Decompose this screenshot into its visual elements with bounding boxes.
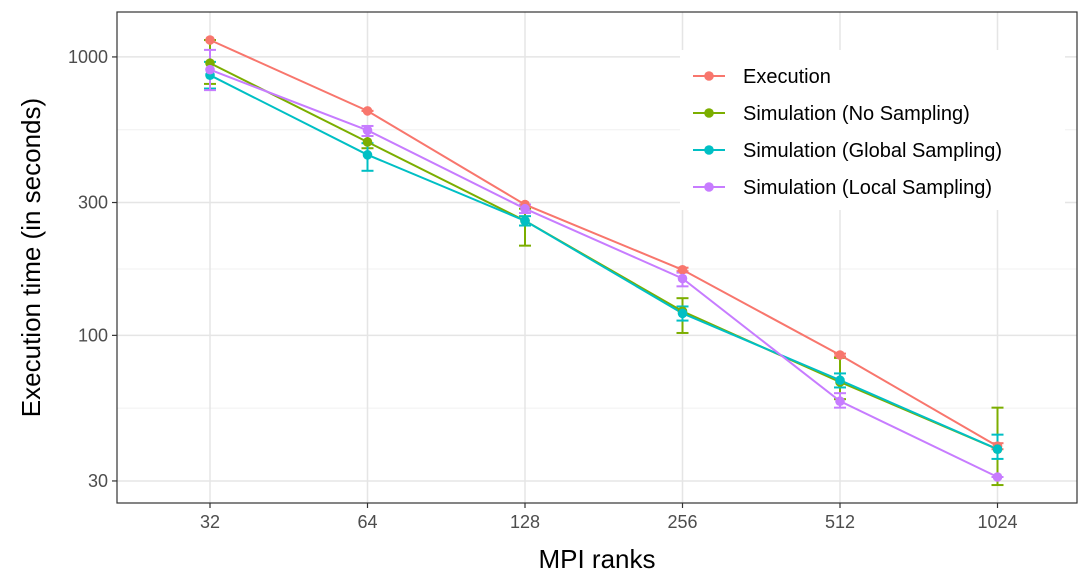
legend-item: Simulation (Global Sampling) bbox=[693, 140, 1002, 162]
data-point bbox=[362, 137, 373, 147]
legend-item: Simulation (Local Sampling) bbox=[693, 177, 992, 199]
x-tick-label: 256 bbox=[667, 512, 697, 532]
legend-label: Simulation (Local Sampling) bbox=[743, 177, 992, 199]
axes: 30 100 300 1000 32 64 128 256 512 1024 bbox=[68, 47, 1018, 532]
x-tick-label: 512 bbox=[825, 512, 855, 532]
error-bar bbox=[519, 207, 531, 247]
data-point bbox=[520, 203, 530, 214]
legend-key-point bbox=[704, 182, 714, 192]
x-tick-label: 64 bbox=[357, 512, 377, 532]
y-tick-label: 30 bbox=[88, 471, 108, 491]
series-lines bbox=[209, 39, 999, 478]
data-point bbox=[992, 444, 1003, 455]
y-tick-label: 100 bbox=[78, 325, 108, 345]
data-point bbox=[677, 264, 688, 275]
y-tick-label: 300 bbox=[78, 193, 108, 213]
data-point bbox=[362, 106, 373, 116]
y-axis-title: Execution time (in seconds) bbox=[16, 98, 46, 417]
x-axis-title: MPI ranks bbox=[538, 544, 655, 573]
x-tick-label: 1024 bbox=[977, 512, 1017, 532]
x-tick-label: 128 bbox=[510, 512, 540, 532]
plot-panel-border bbox=[116, 11, 1078, 504]
legend: Execution Simulation (No Sampling) Simulat… bbox=[680, 50, 1065, 210]
data-point bbox=[205, 64, 215, 75]
data-point bbox=[520, 215, 530, 226]
legend-key-point bbox=[704, 108, 714, 118]
series-line bbox=[209, 39, 999, 448]
series-points bbox=[205, 35, 1003, 482]
data-point bbox=[992, 472, 1003, 482]
legend-key-point bbox=[704, 145, 714, 155]
legend-label: Simulation (Global Sampling) bbox=[743, 140, 1002, 162]
legend-label: Execution bbox=[743, 66, 831, 88]
data-point bbox=[677, 273, 688, 284]
legend-background bbox=[680, 50, 1065, 210]
y-tick-label: 1000 bbox=[68, 47, 108, 67]
series-line bbox=[209, 74, 998, 451]
data-point bbox=[362, 150, 373, 160]
legend-item: Simulation (No Sampling) bbox=[693, 103, 970, 125]
data-point bbox=[835, 375, 845, 386]
legend-key-point bbox=[704, 71, 714, 81]
legend-label: Simulation (No Sampling) bbox=[743, 103, 970, 125]
data-point bbox=[677, 308, 688, 319]
data-point bbox=[835, 396, 845, 407]
legend-item: Execution bbox=[693, 66, 831, 88]
data-point bbox=[205, 35, 215, 45]
x-tick-label: 32 bbox=[200, 512, 220, 532]
data-point bbox=[362, 125, 373, 136]
series-line bbox=[209, 68, 998, 478]
data-point bbox=[835, 350, 845, 360]
